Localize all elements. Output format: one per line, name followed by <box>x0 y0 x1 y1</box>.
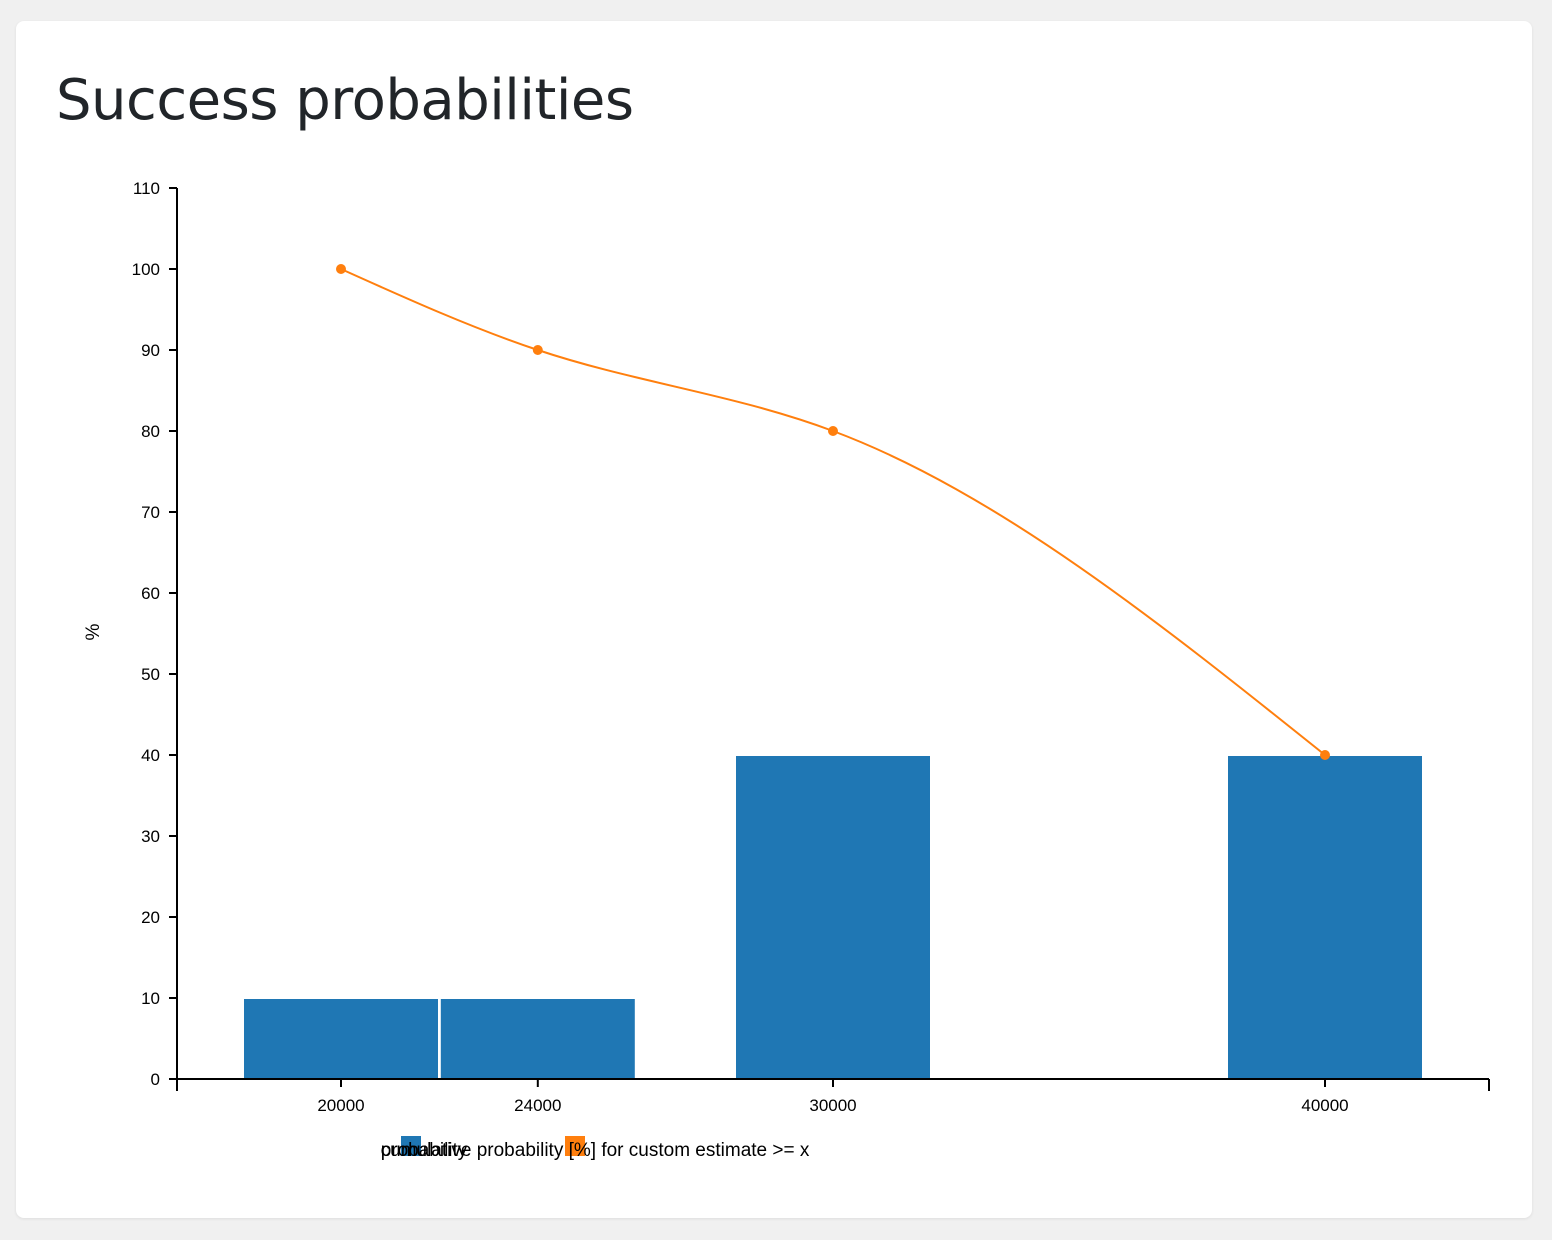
x-tick-label: 20000 <box>317 1096 364 1115</box>
x-tick-label: 30000 <box>809 1096 856 1115</box>
x-tick-label: 40000 <box>1301 1096 1348 1115</box>
cumulative-probability-line <box>340 268 1326 756</box>
bar-30000 <box>734 754 932 1080</box>
legend-swatch-cumulative <box>565 1136 585 1156</box>
y-tick-label: 90 <box>141 341 160 360</box>
y-tick-label: 40 <box>141 746 160 765</box>
bar-40000 <box>1226 754 1425 1080</box>
legend-label-probability: probability <box>381 1140 468 1161</box>
y-axis-title: % <box>83 623 104 640</box>
y-tick-label: 0 <box>151 1070 160 1089</box>
y-tick-label: 20 <box>141 908 160 927</box>
x-axis: 20000 24000 30000 40000 <box>176 1078 1490 1115</box>
bars-layer <box>241 754 1425 1080</box>
y-tick-label: 110 <box>133 179 160 198</box>
line-point-20000 <box>335 264 346 274</box>
x-tick-label: 24000 <box>514 1096 561 1115</box>
y-tick-label: 100 <box>132 260 160 279</box>
line-point-40000 <box>1320 750 1331 760</box>
page-title: Success probabilities <box>56 68 634 133</box>
y-tick-label: 60 <box>141 584 160 603</box>
y-tick-label: 80 <box>141 422 160 441</box>
legend-swatch-probability <box>401 1136 421 1156</box>
y-tick-label: 10 <box>141 989 160 1008</box>
y-axis: 0 10 20 30 40 50 60 70 80 90 100 110 <box>132 179 178 1089</box>
y-tick-label: 30 <box>141 827 160 846</box>
line-layer <box>335 264 1331 760</box>
legend-label-cumulative: cumulative probability [%] for custom es… <box>381 1140 810 1161</box>
line-point-24000 <box>532 345 543 355</box>
bar-24000 <box>438 997 637 1080</box>
bar-20000 <box>241 997 440 1080</box>
y-tick-label: 70 <box>141 503 160 522</box>
y-tick-label: 50 <box>141 665 160 684</box>
line-point-30000 <box>828 426 838 436</box>
